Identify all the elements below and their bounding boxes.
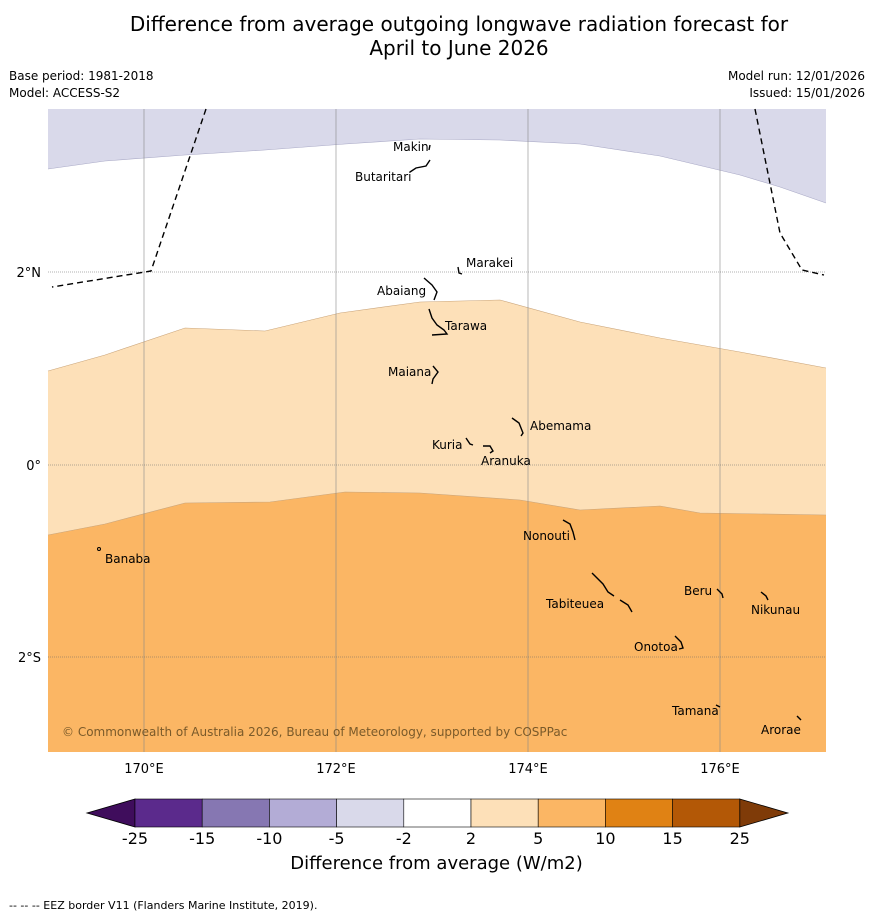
island-outlines [409,144,802,721]
island-shape-abaiang [423,277,438,301]
island-shape-onotoa [674,635,684,650]
colorbar-cell-1 [134,798,203,828]
label-tabiteuea: Tabiteuea [545,597,604,611]
lat-tick-2s: 2°S [18,651,41,666]
meta-right: Model run: 12/01/2026 Issued: 15/01/2026 [728,68,865,102]
label-abemama: Abemama [530,419,591,433]
longitude-ticks: 170°E 172°E 174°E 176°E [124,762,740,777]
label-nonouti: Nonouti [523,529,570,543]
field-neutral [48,109,826,371]
lon-tick-174: 174°E [508,762,548,777]
colorbar-tick-2: -10 [256,829,282,848]
field-minus-5-to-2 [48,109,826,203]
island-shape-makin [428,144,431,151]
colorbar-extend-high [739,798,790,828]
colorbar-cells [85,798,790,828]
island-shape-marakei [457,266,463,275]
eez-legend: -- -- -- EEZ border V11 (Flanders Marine… [9,899,318,912]
lat-tick-0: 0° [26,459,41,474]
contour-lines [47,299,827,536]
eez-border [51,108,825,288]
label-kuria: Kuria [432,438,463,452]
colorbar: -25 -15 -10 -5 -2 2 5 10 15 25 [85,798,790,848]
colorbar-cell-3 [269,798,337,828]
island-labels: Makin Butaritari Marakei Abaiang Tarawa … [105,140,801,737]
colorbar-title: Difference from average (W/m2) [290,853,583,874]
island-shape-kuria [465,437,474,446]
colorbar-cell-7 [537,798,606,828]
label-maiana: Maiana [388,365,431,379]
label-arorae: Arorae [761,723,801,737]
island-shape-banaba [97,547,101,551]
label-beru: Beru [684,584,712,598]
island-shape-maiana [431,365,439,385]
colorbar-tick-0: -25 [122,829,148,848]
colorbar-tick-3: -5 [329,829,345,848]
island-shape-tarawa [428,308,449,336]
base-period: Base period: 1981-2018 [9,69,154,83]
colorbar-tick-1: -15 [189,829,215,848]
colorbar-tick-8: 15 [662,829,682,848]
island-shape-tamana [715,704,721,708]
lon-tick-170: 170°E [124,762,164,777]
model-run: Model run: 12/01/2026 [727,69,865,83]
colorbar-tick-7: 10 [595,829,615,848]
graticule-meridians [143,109,721,752]
latitude-ticks: 2°N 0° 2°S [17,266,42,666]
island-shape-abemama [511,417,524,437]
colorbar-cell-8 [605,798,673,828]
label-nikunau: Nikunau [751,603,800,617]
lon-tick-176: 176°E [700,762,740,777]
colorbar-tick-9: 25 [730,829,750,848]
island-shape-nonouti [562,519,576,541]
label-abaiang: Abaiang [377,284,426,298]
label-tamana: Tamana [671,704,719,718]
colorbar-tick-6: 5 [533,829,543,848]
colorbar-cell-5 [403,798,472,828]
title-line-2: April to June 2026 [369,36,549,60]
island-shape-nikunau [760,591,769,601]
colorbar-cell-4 [336,798,405,828]
graticule-parallels [48,271,826,658]
label-banaba: Banaba [105,552,151,566]
map-title: Difference from average outgoing longwav… [0,12,873,60]
island-shape-arorae [796,715,802,721]
model-name: Model: ACCESS-S2 [9,86,121,100]
meta-left: Base period: 1981-2018 Model: ACCESS-S2 [9,68,154,102]
island-shape-tabiteuea-south [619,599,633,613]
colorbar-tick-5: 2 [466,829,476,848]
lat-tick-2n: 2°N [17,266,42,281]
colorbar-ticks: -25 -15 -10 -5 -2 2 5 10 15 25 [122,829,750,848]
island-shape-tabiteuea-north [591,572,615,597]
copyright-notice: © Commonwealth of Australia 2026, Bureau… [62,725,567,739]
label-makin: Makin [393,140,429,154]
island-shape-butaritari [409,159,431,173]
lon-tick-172: 172°E [316,762,356,777]
colorbar-cell-2 [201,798,270,828]
label-marakei: Marakei [466,256,513,270]
colorbar-cell-9 [672,798,741,828]
title-line-1: Difference from average outgoing longwav… [129,12,789,36]
label-butaritari: Butaritari [355,170,412,184]
island-shape-aranuka [483,445,494,454]
island-shape-beru [716,588,724,599]
label-onotoa: Onotoa [634,640,678,654]
issued-date: Issued: 15/01/2026 [749,86,865,100]
colorbar-tick-4: -2 [396,829,412,848]
colorbar-cell-6 [470,798,539,828]
forecast-map: Makin Butaritari Marakei Abaiang Tarawa … [17,108,827,777]
colorbar-extend-low [85,798,136,828]
label-aranuka: Aranuka [481,454,531,468]
label-tarawa: Tarawa [444,319,487,333]
